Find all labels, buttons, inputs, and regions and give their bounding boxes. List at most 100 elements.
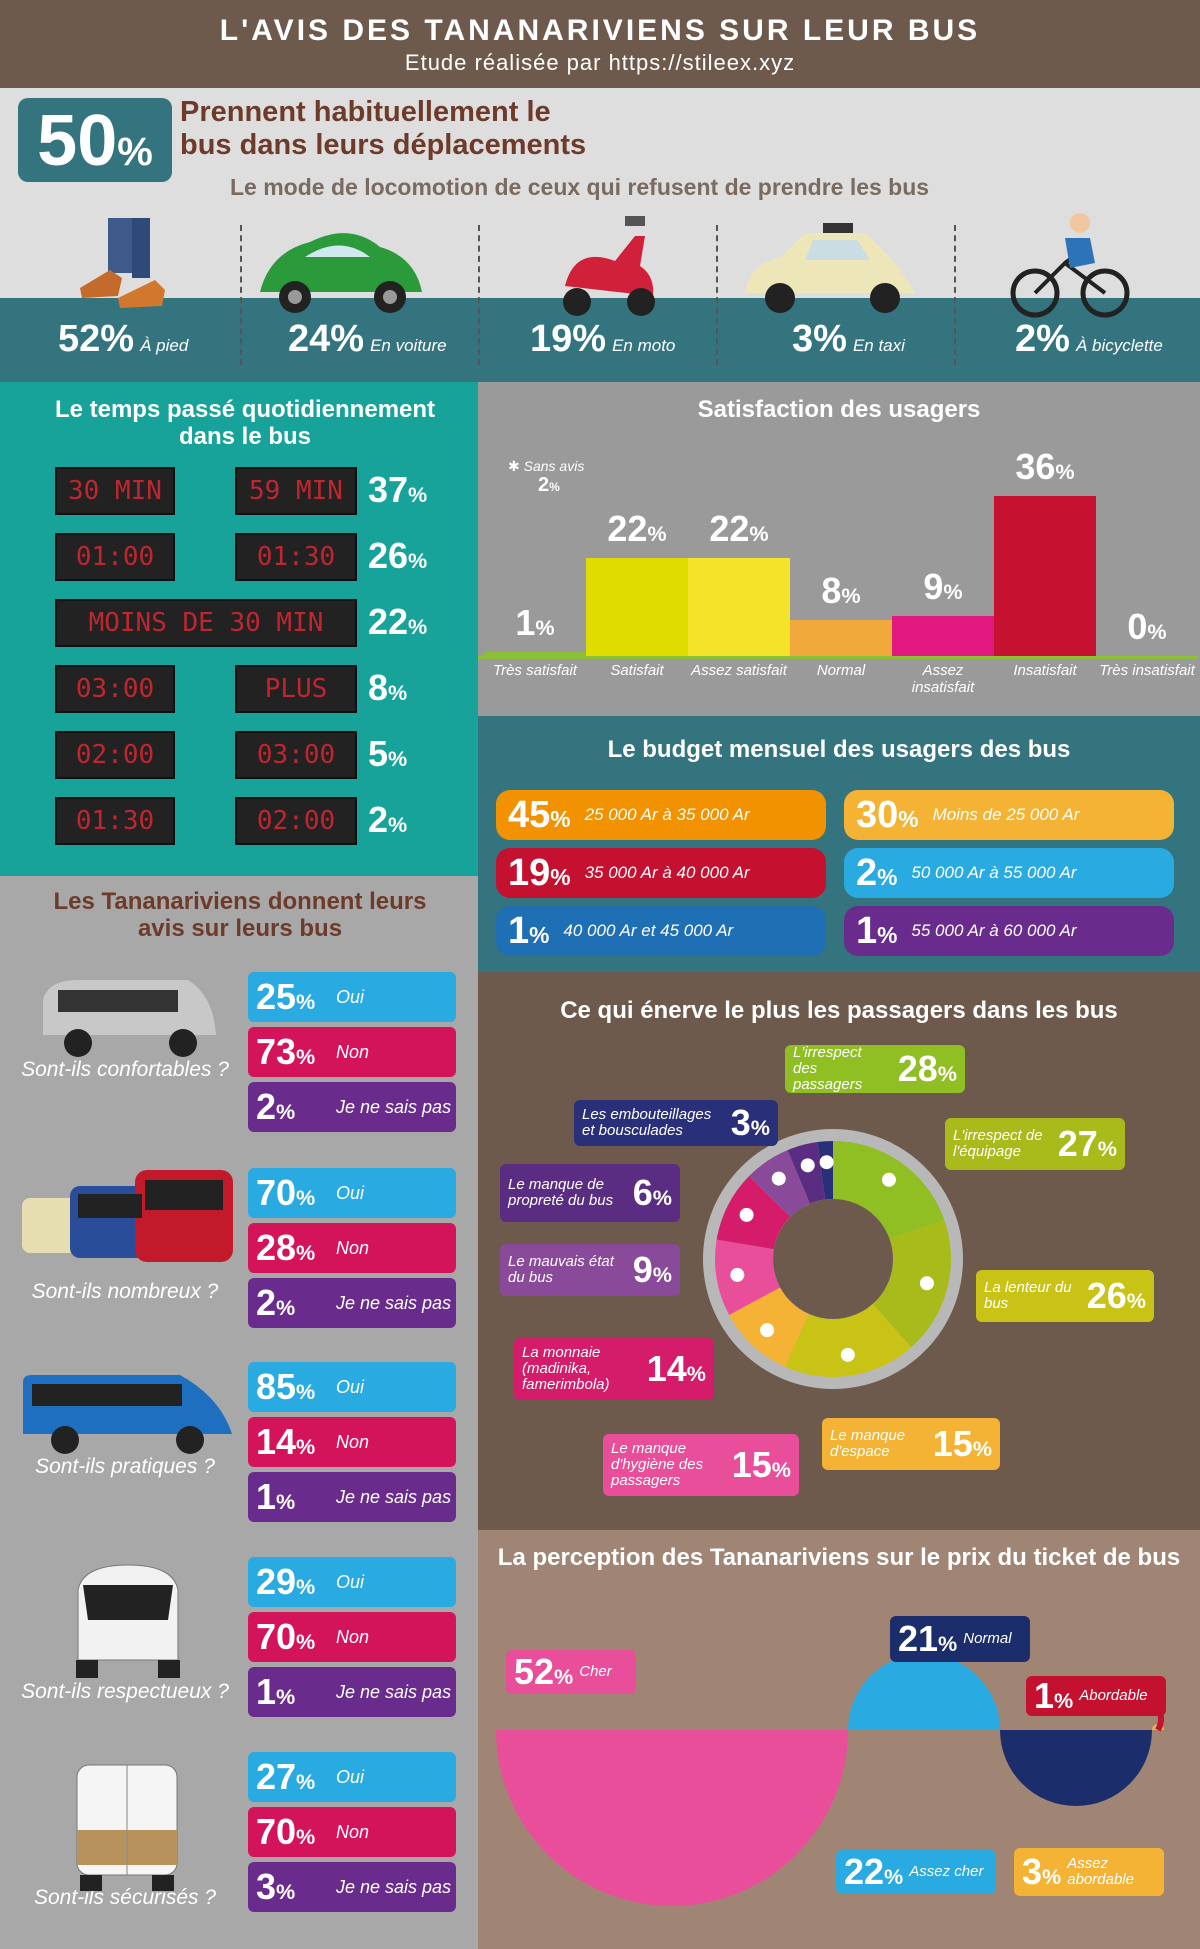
price-arc: [848, 1730, 1000, 1806]
header: L'AVIS DES TANANARIVIENS SUR LEUR BUS Et…: [0, 0, 1200, 88]
time-clock-to: PLUS: [235, 665, 357, 713]
page-title: L'AVIS DES TANANARIVIENS SUR LEUR BUS: [219, 14, 981, 47]
satisfaction-category: Assez insatisfait: [911, 662, 975, 696]
satisfaction-value: 9%: [923, 566, 963, 607]
divider: [716, 225, 718, 365]
satisfaction-value: 22%: [709, 508, 769, 550]
annoyances-title: Ce qui énerve le plus les passagers dans…: [560, 997, 1118, 1024]
time-clock-to: 01:30: [235, 533, 357, 581]
satisfaction-bar: [688, 558, 790, 656]
satisfaction-bar: [484, 651, 586, 656]
price-label: 22% Assez cher: [836, 1850, 996, 1894]
satisfaction-category: Très satisfait: [493, 662, 577, 679]
minibus-blue-icon: [23, 1375, 232, 1454]
donut-dot: [730, 1267, 745, 1282]
satisfaction-bar: [994, 496, 1096, 656]
time-pct: 2%: [368, 799, 408, 840]
donut-slice: [817, 1141, 833, 1200]
budget-item: 1% 40 000 Ar et 45 000 Ar: [496, 906, 826, 956]
time-clock-from: 02:00: [55, 731, 175, 779]
donut-dot: [819, 1155, 834, 1170]
minibus-silver-icon: [43, 980, 216, 1057]
time-clock-from: 01:30: [55, 797, 175, 845]
satisfaction-value: 36%: [1015, 446, 1075, 487]
satisfaction-category: Satisfait: [610, 662, 664, 679]
opinion-non: 73% Non: [248, 1027, 456, 1077]
price-label: 1% Abordable: [1026, 1675, 1166, 1716]
donut-dot: [840, 1347, 855, 1362]
opinion-oui: 70% Oui: [248, 1168, 456, 1218]
walking-feet-icon: [80, 218, 165, 308]
opinion-question: Sont-ils sécurisés ?: [33, 1886, 217, 1909]
donut-slice: [833, 1141, 945, 1239]
satisfaction-title: Satisfaction des usagers: [697, 396, 981, 423]
budget-item: 2% 50 000 Ar à 55 000 Ar: [844, 848, 1174, 898]
price-title: La perception des Tananariviens sur le p…: [497, 1544, 1181, 1571]
satisfaction-category: Très insatisfait: [1099, 662, 1195, 679]
opinion-oui: 85% Oui: [248, 1362, 456, 1412]
annoyance-label: L'irrespect des passagers 28%: [785, 1045, 965, 1093]
donut-slice: [715, 1239, 781, 1315]
opinion-non: 70% Non: [248, 1612, 456, 1662]
opinion-question: Sont-ils confortables ?: [21, 1058, 229, 1081]
budget-title: Le budget mensuel des usagers des bus: [607, 736, 1071, 763]
donut-dot: [760, 1323, 775, 1338]
opinion-non: 70% Non: [248, 1807, 456, 1857]
no-opinion-note: ✱ Sans avis: [508, 458, 585, 474]
time-pct: 5%: [368, 733, 408, 774]
donut-dot: [800, 1158, 815, 1173]
opinion-question: Sont-ils nombreux ?: [31, 1280, 219, 1303]
price-slice-assez-cher: [848, 1654, 1000, 1730]
satisfaction-bar: [892, 616, 994, 656]
no-opinion-pct: 2%: [538, 474, 560, 496]
scooter-icon: [563, 216, 655, 316]
opinion-question: Sont-ils pratiques ?: [35, 1455, 215, 1478]
satisfaction-value: 1%: [515, 601, 555, 643]
opinion-question: Sont-ils respectueux ?: [21, 1680, 229, 1703]
opinions-title: Les Tananariviens donnent leurs avis sur…: [53, 888, 427, 942]
opinion-nsp: 2% Je ne sais pas: [248, 1082, 456, 1132]
time-clock-from: 01:00: [55, 533, 175, 581]
time-pct: 8%: [368, 667, 408, 708]
bicycle-icon: [1010, 213, 1130, 318]
mode-walk: 52% À pied: [58, 318, 189, 360]
donut-dot: [881, 1172, 896, 1187]
satisfaction-value: 22%: [607, 508, 667, 550]
satisfaction-bar: [586, 558, 688, 656]
modes-band: [0, 298, 1200, 382]
mode-bicycle: 2% À bicyclette: [1015, 318, 1163, 360]
divider: [478, 225, 480, 365]
divider: [954, 225, 956, 365]
donut-slice: [716, 1176, 791, 1250]
page-subtitle: Etude réalisée par https://stileex.xyz: [404, 50, 796, 75]
annoyances-donut-chart: [703, 1129, 963, 1389]
annoyance-label: Le manque d'espace 15%: [822, 1418, 1000, 1470]
mode-car: 24% En voiture: [288, 318, 447, 360]
opinion-non: 14% Non: [248, 1417, 456, 1467]
opinion-nsp: 3% Je ne sais pas: [248, 1862, 456, 1912]
price-label: 52% Cher: [506, 1650, 636, 1694]
satisfaction-category: Assez satisfait: [691, 662, 787, 679]
annoyance-label: Le manque d'hygiène des passagers 15%: [603, 1434, 799, 1496]
time-title: Le temps passé quotidiennement dans le b…: [54, 396, 436, 450]
annoyance-label: Le manque de propreté du bus 6%: [500, 1164, 680, 1222]
opinion-oui: 29% Oui: [248, 1557, 456, 1607]
opinion-oui: 25% Oui: [248, 972, 456, 1022]
time-clock-to: 59 MIN: [235, 467, 357, 515]
annoyance-label: Le mauvais état du bus 9%: [500, 1244, 680, 1296]
satisfaction-chart: 1% Très satisfait 22% Satisfait 22% Assez sat…: [478, 440, 1200, 716]
minibus-fleet-icon: [22, 1170, 233, 1262]
opinion-non: 28% Non: [248, 1223, 456, 1273]
chart-baseline: [478, 656, 1198, 659]
donut-hole: [773, 1199, 893, 1319]
opinion-nsp: 1% Je ne sais pas: [248, 1667, 456, 1717]
time-clock-to: 03:00: [235, 731, 357, 779]
opinion-nsp: 2% Je ne sais pas: [248, 1278, 456, 1328]
taxi-icon: [745, 223, 915, 313]
time-pct: 37%: [368, 469, 428, 510]
divider: [240, 225, 242, 365]
opinion-nsp: 1% Je ne sais pas: [248, 1472, 456, 1522]
van-front-white-icon: [76, 1564, 180, 1678]
donut-slice: [872, 1219, 951, 1348]
satisfaction-value: 8%: [821, 570, 861, 612]
